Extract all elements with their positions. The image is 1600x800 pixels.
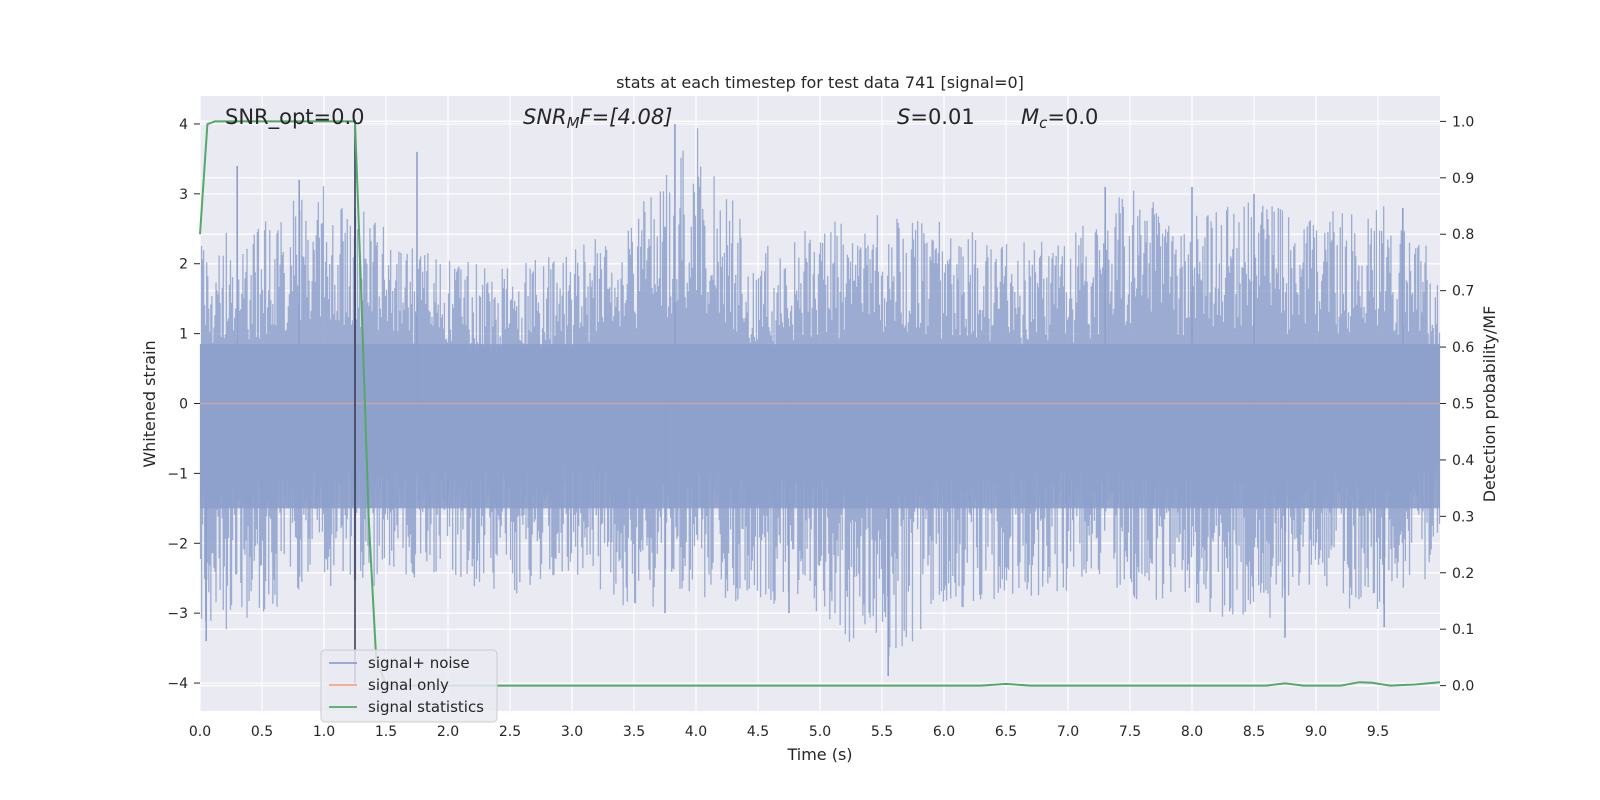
left-tick-label: 4	[179, 117, 188, 133]
x-tick-label: 0.0	[189, 724, 211, 740]
x-tick-label: 1.0	[313, 724, 335, 740]
legend-label-signal-only: signal only	[368, 676, 449, 694]
snr-mf-value: F=[4.08]	[580, 105, 673, 129]
right-tick-label: 0.9	[1452, 171, 1474, 187]
left-axis-title: Whitened strain	[140, 340, 159, 467]
right-tick-label: 0.0	[1452, 679, 1474, 695]
legend-box	[320, 649, 498, 723]
right-tick-label: 0.4	[1452, 453, 1474, 469]
x-tick-label: 9.5	[1367, 724, 1389, 740]
chart-title: stats at each timestep for test data 741…	[616, 73, 1024, 92]
x-tick-label: 7.0	[1057, 724, 1079, 740]
left-tick-label: 2	[179, 257, 188, 273]
x-tick-label: 2.0	[437, 724, 459, 740]
mc-symbol: M	[1021, 105, 1039, 129]
snr-mf-subscript: M	[567, 114, 580, 132]
annotation-snr-opt: SNR_opt=0.0	[225, 105, 365, 130]
noise-core-band	[200, 344, 1440, 509]
series-signal-noise	[199, 123, 1441, 677]
x-tick-labels: 0.0 0.5 1.0 1.5 2.0 2.5 3.0 3.5 4.0 4.5 5.0 5.5 6.0 6…	[189, 724, 1389, 740]
right-tick-label: 0.1	[1452, 622, 1474, 638]
s-value: =0.01	[910, 105, 974, 129]
legend: signal+ noise signal only signal statist…	[320, 649, 498, 723]
x-tick-label: 2.5	[499, 724, 521, 740]
s-symbol: S	[897, 105, 910, 129]
left-tick-label: −1	[167, 466, 188, 482]
left-tick-label: −3	[167, 606, 188, 622]
annotation-snr-mf: SNRMF=[4.08]	[523, 105, 672, 132]
right-tick-label: 0.2	[1452, 566, 1474, 582]
legend-label-signal-noise: signal+ noise	[368, 654, 470, 672]
series-signal-statistics	[199, 120, 1441, 687]
x-axis-title: Time (s)	[786, 745, 852, 764]
annotation-mc: Mc=0.0	[1021, 105, 1098, 132]
right-tick-label: 0.5	[1452, 397, 1474, 413]
x-tick-label: 3.5	[623, 724, 645, 740]
x-tick-label: 4.5	[747, 724, 769, 740]
right-tick-label: 0.8	[1452, 227, 1474, 243]
x-tick-label: 4.0	[685, 724, 707, 740]
mc-subscript: c	[1039, 114, 1048, 132]
mc-value: =0.0	[1047, 105, 1098, 129]
legend-label-signal-statistics: signal statistics	[368, 698, 484, 716]
right-tick-label: 1.0	[1452, 114, 1474, 130]
x-tick-label: 5.0	[809, 724, 831, 740]
x-tick-label: 5.5	[871, 724, 893, 740]
annotation-s: S=0.01	[897, 105, 975, 129]
right-tick-label: 0.3	[1452, 509, 1474, 525]
left-tick-label: −4	[167, 676, 188, 692]
left-tick-labels: 4 3 2 1 0 −1 −2 −3 −4	[167, 117, 200, 692]
x-tick-label: 1.5	[375, 724, 397, 740]
x-tick-label: 8.0	[1181, 724, 1203, 740]
x-tick-label: 9.0	[1305, 724, 1327, 740]
right-tick-label: 0.6	[1452, 340, 1474, 356]
x-tick-label: 3.0	[561, 724, 583, 740]
statistics-line	[199, 120, 1441, 687]
x-tick-label: 6.5	[995, 724, 1017, 740]
left-tick-label: 1	[179, 327, 188, 343]
left-tick-label: −2	[167, 536, 188, 552]
x-tick-label: 7.5	[1119, 724, 1141, 740]
x-tick-label: 0.5	[251, 724, 273, 740]
right-axis-title: Detection probability/MF	[1480, 306, 1499, 503]
snr-mf-symbol: SNR	[523, 105, 567, 129]
right-tick-labels: 1.0 0.9 0.8 0.7 0.6 0.5 0.4 0.3 0.2 0.1 0.0	[1440, 114, 1474, 695]
left-tick-label: 0	[179, 397, 188, 413]
left-tick-label: 3	[179, 187, 188, 203]
right-tick-label: 0.7	[1452, 284, 1474, 300]
x-tick-label: 8.5	[1243, 724, 1265, 740]
x-tick-label: 6.0	[933, 724, 955, 740]
